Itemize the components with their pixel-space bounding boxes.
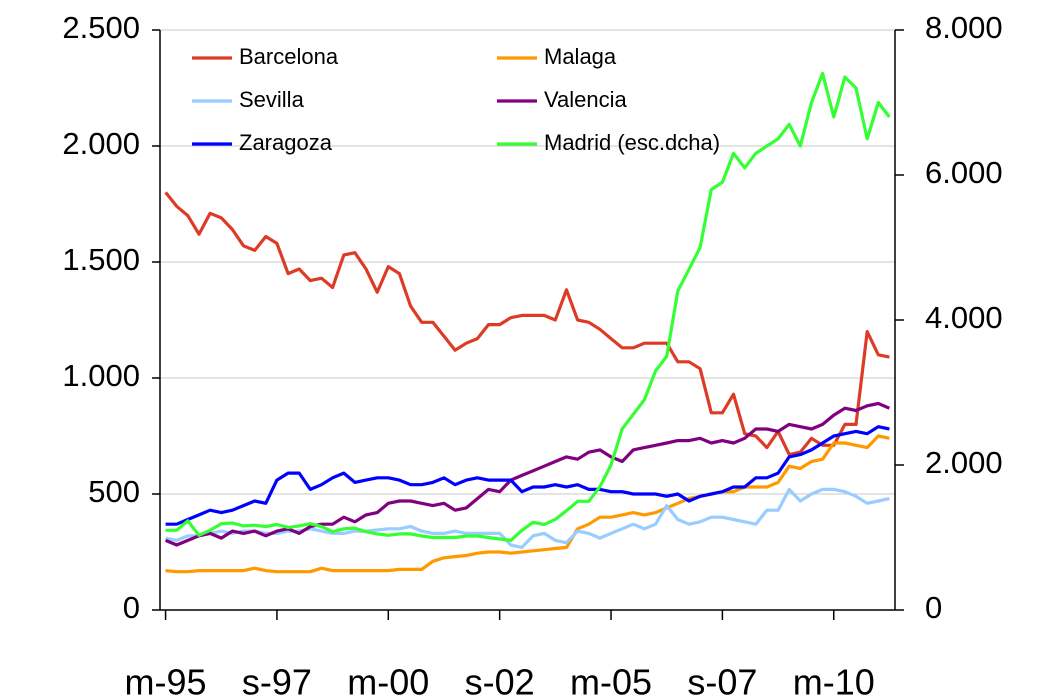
x-tick-label: m-00 [347,662,429,695]
x-tick-label: m-95 [125,662,207,695]
legend-label: Zaragoza [239,130,333,155]
y-tick-label: 500 [88,474,140,509]
series-line [165,71,891,542]
y2-tick-label: 0 [925,590,942,625]
y2-tick-label: 6.000 [925,155,1003,190]
x-tick-label: s-02 [465,662,535,695]
series-line [164,401,891,547]
legend-label: Valencia [544,87,628,112]
x-tick-label: m-05 [570,662,652,695]
y-tick-label: 1.500 [62,242,140,277]
y2-tick-label: 8.000 [925,10,1003,45]
y2-tick-label: 4.000 [925,300,1003,335]
x-tick-label: m-10 [793,662,875,695]
legend-label: Madrid (esc.dcha) [544,130,720,155]
series-line [164,191,890,457]
series-line [165,425,890,526]
legend-label: Sevilla [239,87,305,112]
y2-tick-label: 2.000 [925,445,1003,480]
y-tick-label: 1.000 [62,358,140,393]
legend-label: Barcelona [239,44,339,69]
y-tick-label: 0 [123,590,140,625]
x-tick-label: s-07 [687,662,757,695]
y-tick-label: 2.000 [62,126,140,161]
x-tick-label: s-97 [242,662,312,695]
legend-label: Malaga [544,44,617,69]
series-line [165,487,890,549]
series-line [165,434,890,574]
y-tick-label: 2.500 [62,10,140,45]
